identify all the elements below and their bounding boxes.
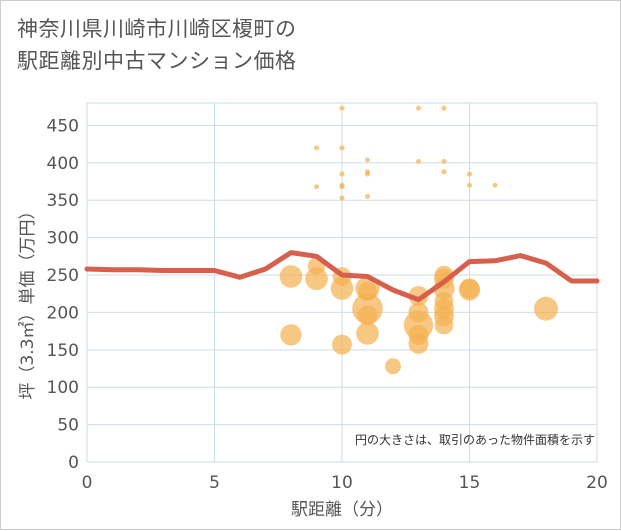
x-tick-label: 5 bbox=[209, 473, 220, 493]
bubble bbox=[339, 105, 345, 111]
y-tick-label: 350 bbox=[47, 191, 79, 211]
y-tick-label: 250 bbox=[47, 266, 79, 286]
chart-title: 神奈川県川崎市川崎区榎町の 駅距離別中古マンション価格 bbox=[17, 13, 297, 77]
bubble bbox=[416, 105, 421, 111]
bubble bbox=[416, 158, 421, 164]
size-annotation: 円の大きさは、取引のあった物件面積を示す bbox=[355, 432, 595, 447]
bubble bbox=[365, 171, 370, 177]
bubble bbox=[441, 158, 447, 164]
bubble bbox=[408, 285, 429, 306]
y-axis-label: 坪（3.3㎡）単価（万円） bbox=[18, 202, 38, 399]
bubble bbox=[279, 265, 303, 288]
y-tick-label: 400 bbox=[47, 154, 79, 174]
bubble bbox=[314, 145, 319, 151]
bubble bbox=[408, 333, 429, 354]
y-tick-label: 450 bbox=[47, 116, 79, 136]
bubble bbox=[534, 296, 558, 321]
y-tick-label: 300 bbox=[47, 229, 79, 249]
y-tick-label: 150 bbox=[47, 341, 79, 361]
bubble bbox=[357, 305, 378, 326]
bubble bbox=[339, 145, 345, 151]
bubble bbox=[339, 184, 345, 190]
x-tick-labels: 0 5 10 15 20 bbox=[82, 473, 608, 493]
bubble bbox=[305, 267, 328, 291]
trend-line bbox=[84, 250, 600, 303]
bubble bbox=[330, 277, 354, 300]
bubble bbox=[332, 334, 352, 355]
bubble bbox=[339, 171, 345, 177]
title-line-2: 駅距離別中古マンション価格 bbox=[17, 49, 297, 73]
x-tick-label: 0 bbox=[82, 473, 93, 493]
bubble bbox=[314, 184, 319, 190]
bubble bbox=[385, 358, 401, 375]
x-tick-label: 10 bbox=[331, 473, 353, 493]
title-line-1: 神奈川県川崎市川崎区榎町の bbox=[17, 17, 297, 41]
x-axis-label: 駅距離（分） bbox=[291, 500, 393, 520]
x-tick-label: 15 bbox=[459, 473, 481, 493]
bubble bbox=[467, 171, 472, 177]
bubble bbox=[339, 195, 345, 201]
y-tick-label: 50 bbox=[57, 416, 79, 436]
bubble bbox=[458, 279, 481, 301]
y-tick-label: 100 bbox=[47, 378, 79, 398]
bubble bbox=[434, 315, 454, 335]
bubble bbox=[467, 182, 472, 188]
y-tick-label: 0 bbox=[68, 453, 79, 473]
y-tick-label: 200 bbox=[47, 303, 79, 323]
x-tick-label: 20 bbox=[586, 473, 608, 493]
bubble bbox=[492, 182, 498, 188]
bubble bbox=[441, 169, 447, 175]
bubble bbox=[365, 193, 370, 199]
bubble bbox=[280, 324, 302, 346]
bubble bbox=[441, 105, 447, 111]
bubble bbox=[365, 157, 370, 163]
y-tick-labels: 0 50 100 150 200 250 300 350 400 450 bbox=[47, 116, 79, 473]
bubble bbox=[356, 322, 379, 345]
